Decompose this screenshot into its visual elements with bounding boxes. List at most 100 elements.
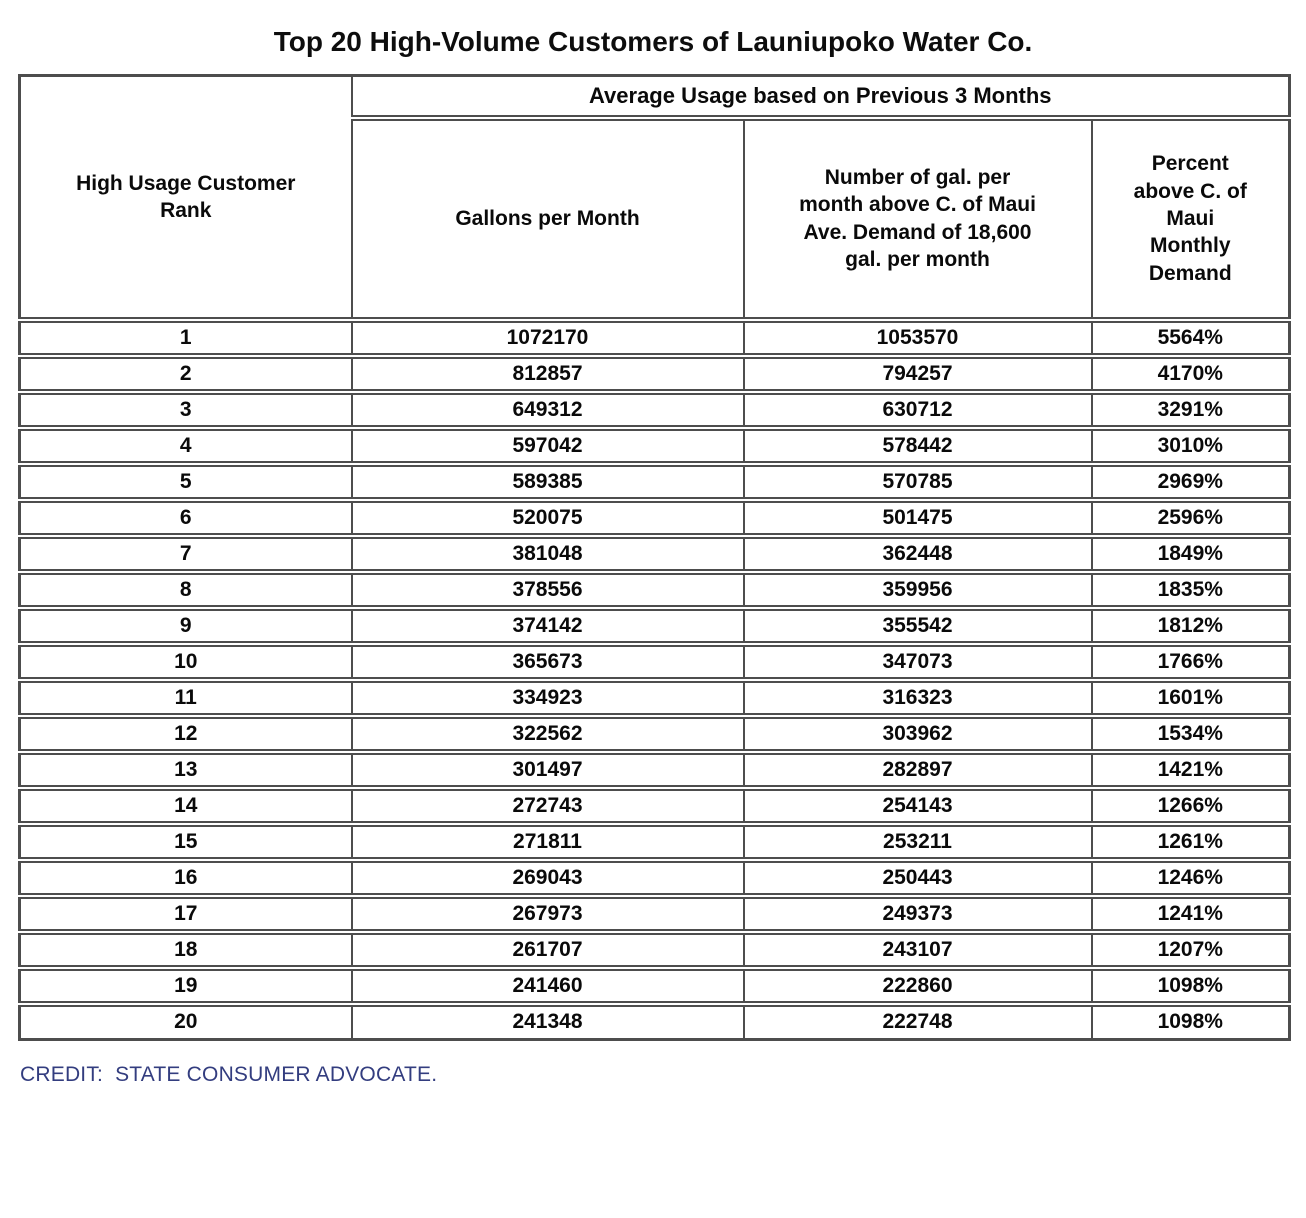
span-header-label: Average Usage based on Previous 3 Months [588, 82, 1052, 108]
value-cell: 303962 [742, 715, 1093, 755]
col-header-gallons-label: Gallons per Month [455, 207, 640, 231]
value-cell: 365673 [350, 643, 745, 683]
value-cell: 1421% [1090, 751, 1291, 791]
value-cell: 241460 [350, 967, 745, 1007]
value-cell: 322562 [350, 715, 745, 755]
value-cell: 1812% [1090, 607, 1291, 647]
table-row: 13 301497 282897 1421% [18, 751, 1291, 791]
value-cell: 2969% [1090, 463, 1291, 503]
span-header-row: High Usage Customer Rank Average Usage b… [18, 75, 1291, 323]
table-row: 17 267973 249373 1241% [18, 895, 1291, 935]
rank-cell: 11 [18, 679, 353, 719]
value-cell: 362448 [742, 535, 1093, 575]
value-cell: 1246% [1090, 859, 1291, 899]
value-cell: 1601% [1090, 679, 1291, 719]
table-row: 6 520075 501475 2596% [18, 499, 1291, 539]
rank-cell: 19 [18, 967, 353, 1007]
value-cell: 249373 [742, 895, 1093, 935]
rank-cell: 4 [18, 427, 353, 467]
rank-cell: 6 [18, 499, 353, 539]
value-cell: 250443 [742, 859, 1093, 899]
table-header: High Usage Customer Rank Average Usage b… [18, 75, 1291, 323]
col-header-percent-label: Percent above C. of Maui Monthly Demand [1133, 152, 1247, 285]
rank-cell: 16 [18, 859, 353, 899]
credit-source: STATE CONSUMER ADVOCATE. [115, 1063, 438, 1087]
table-row: 5 589385 570785 2969% [18, 463, 1291, 503]
value-cell: 597042 [350, 427, 745, 467]
col-header-above-demand: Number of gal. per month above C. of Mau… [742, 117, 1093, 323]
col-header-rank-label: High Usage Customer Rank [76, 171, 296, 222]
value-cell: 355542 [742, 607, 1093, 647]
value-cell: 1241% [1090, 895, 1291, 935]
value-cell: 222860 [742, 967, 1093, 1007]
rank-cell: 2 [18, 355, 353, 395]
col-header-above-demand-label: Number of gal. per month above C. of Mau… [799, 166, 1036, 271]
span-header: Average Usage based on Previous 3 Months [350, 75, 1291, 121]
value-cell: 282897 [742, 751, 1093, 791]
value-cell: 589385 [350, 463, 745, 503]
table-row: 2 812857 794257 4170% [18, 355, 1291, 395]
rank-cell: 7 [18, 535, 353, 575]
col-header-percent: Percent above C. of Maui Monthly Demand [1090, 117, 1291, 323]
table-row: 16 269043 250443 1246% [18, 859, 1291, 899]
rank-cell: 5 [18, 463, 353, 503]
table-row: 3 649312 630712 3291% [18, 391, 1291, 431]
credit-label: CREDIT: [20, 1063, 104, 1087]
value-cell: 570785 [742, 463, 1093, 503]
value-cell: 812857 [350, 355, 745, 395]
value-cell: 241348 [350, 1003, 745, 1041]
value-cell: 1098% [1090, 1003, 1291, 1041]
rank-cell: 12 [18, 715, 353, 755]
value-cell: 301497 [350, 751, 745, 791]
value-cell: 253211 [742, 823, 1093, 863]
rank-cell: 14 [18, 787, 353, 827]
value-cell: 4170% [1090, 355, 1291, 395]
value-cell: 261707 [350, 931, 745, 971]
value-cell: 2596% [1090, 499, 1291, 539]
value-cell: 630712 [742, 391, 1093, 431]
table-row: 7 381048 362448 1849% [18, 535, 1291, 575]
rank-cell: 3 [18, 391, 353, 431]
table-row: 4 597042 578442 3010% [18, 427, 1291, 467]
value-cell: 501475 [742, 499, 1093, 539]
value-cell: 222748 [742, 1003, 1093, 1041]
value-cell: 1261% [1090, 823, 1291, 863]
value-cell: 378556 [350, 571, 745, 611]
table-row: 1 1072170 1053570 5564% [18, 319, 1291, 359]
value-cell: 267973 [350, 895, 745, 935]
table-row: 14 272743 254143 1266% [18, 787, 1291, 827]
rank-cell: 15 [18, 823, 353, 863]
value-cell: 243107 [742, 931, 1093, 971]
table-row: 19 241460 222860 1098% [18, 967, 1291, 1007]
value-cell: 269043 [350, 859, 745, 899]
value-cell: 520075 [350, 499, 745, 539]
value-cell: 1849% [1090, 535, 1291, 575]
value-cell: 254143 [742, 787, 1093, 827]
value-cell: 1098% [1090, 967, 1291, 1007]
page-title: Top 20 High-Volume Customers of Launiupo… [273, 26, 1033, 57]
value-cell: 1766% [1090, 643, 1291, 683]
table-row: 8 378556 359956 1835% [18, 571, 1291, 611]
sub-header-row: Gallons per Month Number of gal. per mon… [20, 117, 1291, 323]
table-row: 12 322562 303962 1534% [18, 715, 1291, 755]
table-row: 11 334923 316323 1601% [18, 679, 1291, 719]
rank-cell: 1 [18, 319, 353, 359]
value-cell: 316323 [742, 679, 1093, 719]
value-cell: 359956 [742, 571, 1093, 611]
value-cell: 578442 [742, 427, 1093, 467]
value-cell: 1072170 [350, 319, 745, 359]
value-cell: 374142 [350, 607, 745, 647]
value-cell: 649312 [350, 391, 745, 431]
value-cell: 1534% [1090, 715, 1291, 755]
value-cell: 347073 [742, 643, 1093, 683]
col-header-rank: High Usage Customer Rank [18, 75, 353, 323]
value-cell: 5564% [1090, 319, 1291, 359]
table-body: 1 1072170 1053570 5564% 2 812857 794257 4170% 3 6… [18, 319, 1291, 1041]
rank-cell: 9 [18, 607, 353, 647]
table-row: 10 365673 347073 1766% [18, 643, 1291, 683]
value-cell: 271811 [350, 823, 745, 863]
table-row: 20 241348 222748 1098% [18, 1003, 1291, 1041]
value-cell: 3010% [1090, 427, 1291, 467]
col-header-gallons: Gallons per Month [350, 117, 745, 323]
